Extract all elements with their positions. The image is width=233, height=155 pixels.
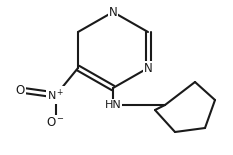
Text: N$^+$: N$^+$ [47, 87, 65, 103]
Text: O: O [15, 84, 25, 97]
Text: O$^-$: O$^-$ [47, 115, 65, 128]
Text: N: N [109, 5, 117, 18]
Text: HN: HN [105, 100, 121, 110]
Text: N: N [144, 62, 152, 75]
